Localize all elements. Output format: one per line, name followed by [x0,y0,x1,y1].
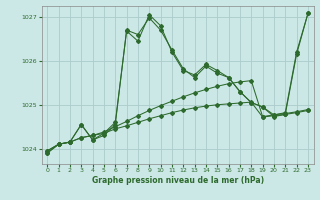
X-axis label: Graphe pression niveau de la mer (hPa): Graphe pression niveau de la mer (hPa) [92,176,264,185]
